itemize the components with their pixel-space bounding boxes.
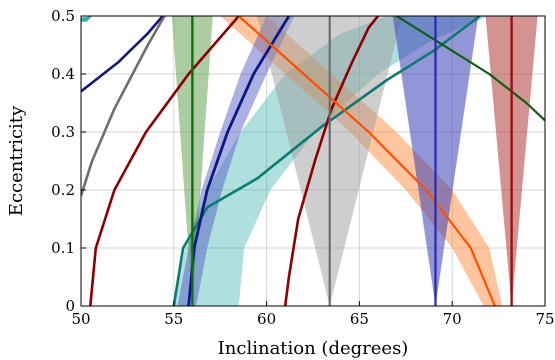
bands-layer: [81, 16, 538, 306]
tick-labels: 50 55 60 65 70 75 0 0.1 0.2 0.3 0.4 0.5: [51, 7, 554, 328]
y-tick-label: 0.5: [51, 7, 75, 25]
band-2: [220, 16, 503, 306]
y-tick-label: 0: [65, 297, 75, 315]
x-tick-label: 65: [350, 310, 369, 328]
x-axis-label: Inclination (degrees): [218, 338, 409, 359]
y-tick-label: 0.4: [51, 65, 75, 83]
x-tick-label: 75: [535, 310, 554, 328]
y-tick-label: 0.3: [51, 123, 75, 141]
band-8: [81, 16, 93, 22]
x-tick-label: 70: [443, 310, 462, 328]
y-tick-label: 0.2: [51, 181, 75, 199]
plot-frame: [80, 15, 546, 307]
series-line-6: [283, 16, 380, 306]
x-tick-label: 60: [257, 310, 276, 328]
x-tick-label: 55: [164, 310, 183, 328]
y-tick-label: 0.1: [51, 239, 75, 257]
series-line-3: [89, 16, 240, 306]
series-line-7: [238, 16, 496, 306]
lines-layer: [81, 16, 545, 306]
y-axis-label: Eccentricity: [6, 105, 27, 216]
series-line-2: [81, 16, 166, 197]
series-line-1: [81, 16, 164, 93]
series-line-8: [395, 16, 545, 122]
x-tick-label: 50: [71, 310, 90, 328]
band-3: [177, 16, 295, 306]
series-line-4: [172, 16, 481, 306]
